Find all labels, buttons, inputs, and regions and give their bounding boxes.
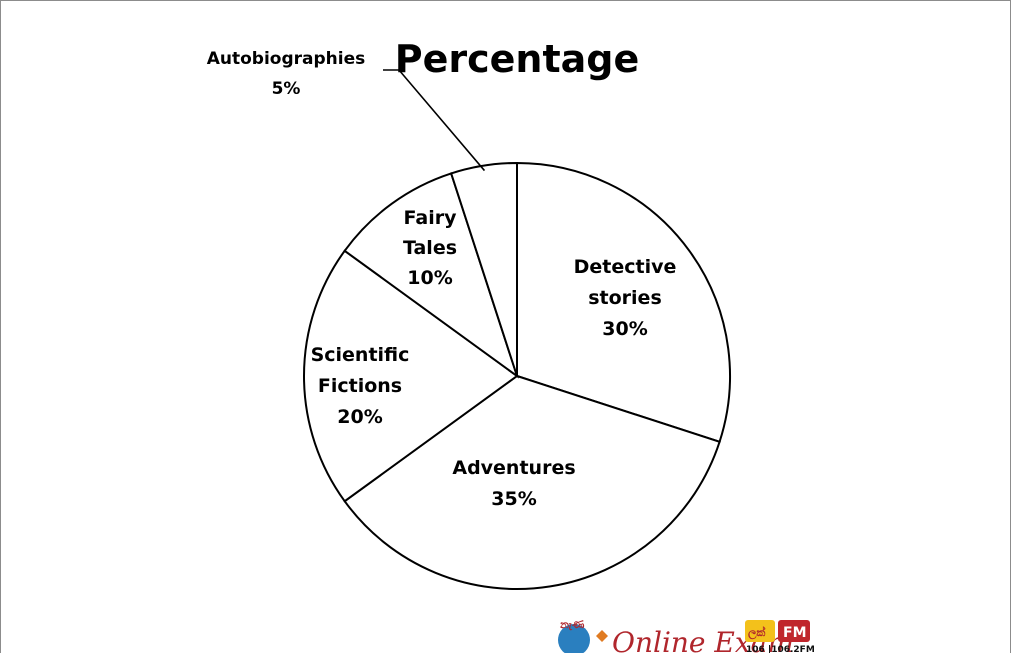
slice-name-label: stories [588, 287, 662, 309]
slice-name-label: Adventures [452, 457, 575, 479]
slice-value-label: 5% [272, 79, 301, 99]
flower-icon [596, 630, 608, 642]
slice-label-fairy-tales: Fairy Tales 10% [403, 207, 457, 289]
slice-value-label: 30% [602, 318, 647, 340]
lak-fm-logo: ලක් FM 106 |106.2FM [745, 620, 815, 653]
slice-label-autobiographies: Autobiographies 5% [207, 49, 366, 99]
slice-name-label: Tales [403, 237, 457, 259]
slice-value-label: 20% [337, 406, 382, 428]
fm-frequency: 106 |106.2FM [746, 645, 815, 653]
watermark-logo: නැණ Online Exam ලක් FM 106 |106.2FM [558, 618, 815, 653]
slice-name-label: Scientific [311, 344, 410, 366]
slice-name-label: Fictions [318, 375, 402, 397]
lak-fm-upper: ලක් [748, 625, 766, 641]
chart-title: Percentage [395, 37, 640, 81]
slice-value-label: 35% [491, 488, 536, 510]
fm-label: FM [783, 625, 807, 641]
slice-name-label: Detective [574, 256, 677, 278]
slice-value-label: 10% [407, 267, 452, 289]
logo-sinhala-mark: නැණ [559, 618, 585, 631]
slice-name-label: Fairy [404, 207, 458, 229]
slice-name-label: Autobiographies [207, 49, 366, 69]
leader-line-autobiographies [383, 70, 484, 171]
